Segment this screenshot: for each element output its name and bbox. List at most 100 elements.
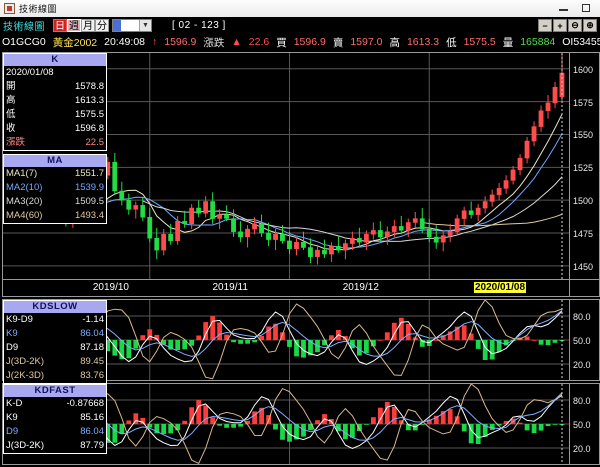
toolbar-buttons: − + ⊖ ⊕ [538, 19, 597, 32]
toolbar-title: 技術線圖 [3, 22, 45, 33]
low-label: 低 [446, 36, 457, 49]
info-row: J(2K-3D) 83.76 [4, 369, 106, 383]
k-box-date: 2020/01/08 [6, 67, 54, 78]
info-row: J(3D-2K) 89.45 [4, 355, 106, 369]
date-axis-tick: 2019/10 [92, 282, 129, 293]
info-row-label: D9 [6, 426, 19, 437]
kd-axis-tick: 80.0 [573, 396, 591, 406]
period-selector: 日 週 月 分 ▼ [53, 19, 152, 32]
k-info-box: K 2020/01/08 開 1578.8 高 1613.3 低 1575.5 收 1596.… [3, 53, 107, 151]
trend-arrow-icon: ↑ [152, 36, 158, 48]
info-row: 開 1578.8 [4, 80, 106, 94]
info-row-label: K9 [6, 328, 18, 339]
info-row: MA3(20) 1509.5 [4, 195, 106, 209]
info-row-label: 高 [6, 95, 16, 106]
date-axis-tick: 2019/11 [212, 282, 248, 293]
period-dropdown[interactable]: ▼ [112, 19, 152, 32]
price-axis-tick: 1600 [573, 64, 594, 75]
info-row-value: 87.18 [80, 342, 104, 353]
quote-time: 20:49:08 [104, 36, 145, 48]
info-row-label: D9 [6, 342, 19, 353]
info-row: 低 1575.5 [4, 108, 106, 122]
info-row-label: 收 [6, 123, 16, 134]
info-row-value: -1.14 [82, 314, 104, 325]
price-axis: 1600 1575 1550 1525 1500 1475 1450 [570, 52, 600, 280]
period-button-month[interactable]: 月 [81, 19, 95, 32]
window-title: 技術線圖 [19, 4, 58, 14]
change-value: 22.6 [248, 36, 270, 48]
price-axis-tick: 1525 [573, 163, 594, 174]
info-row-value: 83.76 [80, 370, 104, 381]
info-row-label: MA3(20) [6, 196, 43, 207]
k-box-header: K [4, 54, 106, 66]
info-row-value: 1596.8 [74, 123, 104, 134]
info-row-label: J(2K-3D) [6, 370, 45, 381]
info-row-value: 86.04 [80, 426, 104, 437]
kd-axis-tick: 20.0 [573, 360, 591, 370]
kdslow-axis: 80.0 50.0 20.0 [570, 299, 600, 381]
info-row-label: K9-D9 [6, 314, 33, 325]
info-row: D9 86.04 [4, 425, 106, 439]
info-row-label: MA2(10) [6, 182, 43, 193]
bid-label: 買 [276, 36, 287, 49]
period-button-day[interactable]: 日 [53, 19, 67, 32]
maximize-button[interactable] [581, 3, 592, 14]
info-row-label: K9 [6, 412, 18, 423]
chart-toolbar: 技術線圖 日 週 月 分 ▼ [ 02 - 123 ] − + ⊖ ⊕ [0, 17, 600, 34]
info-row-value: 89.45 [80, 356, 104, 367]
symbol-name: 黃金2002 [52, 36, 98, 49]
price-axis-tick: 1475 [573, 229, 594, 239]
zoom-in-horizontal-button[interactable]: + [553, 19, 567, 32]
chevron-down-icon[interactable]: ▼ [139, 20, 151, 31]
period-button-week[interactable]: 週 [67, 19, 81, 32]
dropdown-value [113, 20, 121, 31]
symbol-code: O1GCG0 [2, 36, 46, 48]
change-label: 漲跌 [203, 36, 225, 49]
kdslow-box-rows: K9-D9 -1.14 K9 86.04 D9 87.18 J(3D-2K) 89.45 J(2… [4, 313, 106, 383]
high-value: 1613.3 [406, 36, 440, 48]
bid-value: 1596.9 [293, 36, 326, 48]
info-row-label: J(3D-2K) [6, 356, 45, 367]
info-row: J(3D-2K) 87.79 [4, 439, 106, 453]
info-row-label: MA1(7) [6, 168, 38, 179]
ask-value: 1597.0 [350, 36, 383, 48]
volume-value: 165884 [520, 36, 556, 48]
kd-axis-tick: 80.0 [573, 312, 591, 322]
info-row: MA2(10) 1539.9 [4, 181, 106, 195]
info-row-value: 1539.9 [74, 182, 104, 193]
bar-range-label: [ 02 - 123 ] [172, 20, 226, 31]
kdfast-axis: 80.0 50.0 20.0 [570, 383, 600, 465]
info-row: 高 1613.3 [4, 94, 106, 108]
ma-box-rows: MA1(7) 1551.7 MA2(10) 1539.9 MA3(20) 1509.5 MA… [4, 167, 106, 223]
last-price: 1596.9 [164, 36, 197, 48]
info-row-label: 開 [6, 81, 16, 92]
price-axis-tick: 1575 [573, 97, 594, 108]
k-box-rows: 開 1578.8 高 1613.3 低 1575.5 收 1596.8 漲跌 22.5 [4, 80, 106, 150]
change-arrow-icon: ▲ [231, 36, 242, 48]
period-button-minute[interactable]: 分 [95, 19, 109, 32]
price-axis-tick: 1500 [573, 196, 594, 207]
date-axis-tick: 2019/12 [342, 282, 379, 293]
date-axis-tick: 2020/01/08 [473, 282, 527, 293]
info-row: MA1(7) 1551.7 [4, 167, 106, 181]
zoom-in-button[interactable]: ⊕ [583, 19, 597, 32]
kdfast-info-box: KDFAST K-D -0.87668 K9 85.16 D9 86.04 J(3D-2K)… [3, 384, 107, 454]
zoom-out-button[interactable]: ⊖ [568, 19, 582, 32]
info-row-label: MA4(60) [6, 210, 43, 221]
high-label: 高 [389, 36, 400, 49]
window-title-bar: 技術線圖 [0, 0, 600, 18]
zoom-out-horizontal-button[interactable]: − [538, 19, 552, 32]
date-axis-corner [570, 280, 600, 297]
info-row: K9-D9 -1.14 [4, 313, 106, 327]
date-axis: 2019/10 2019/11 2019/12 2020/01/08 [2, 280, 570, 297]
info-row-value: 87.79 [80, 440, 104, 451]
quote-bar: O1GCG0 黃金2002 20:49:08 ↑ 1596.9 漲跌 ▲ 22.… [0, 34, 600, 50]
kd-axis-tick: 50.0 [573, 336, 591, 346]
info-row: K-D -0.87668 [4, 397, 106, 411]
minimize-button[interactable] [558, 3, 569, 14]
ma-box-header: MA [4, 155, 106, 167]
info-row-value: 86.04 [80, 328, 104, 339]
info-row-value: 85.16 [80, 412, 104, 423]
